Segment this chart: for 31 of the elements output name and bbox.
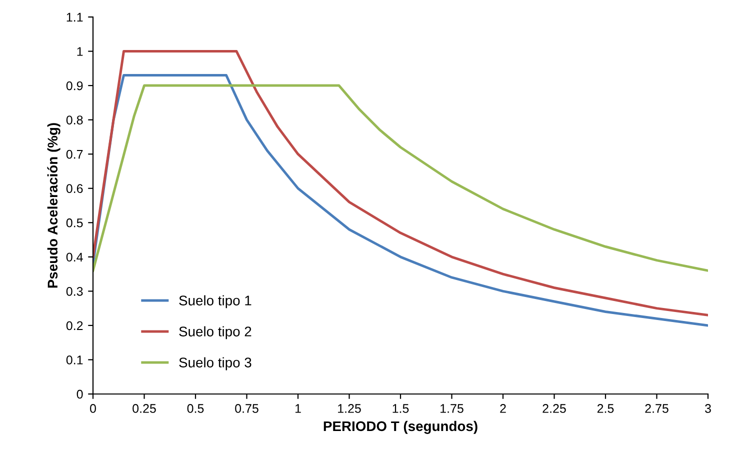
x-tick-label: 0.75: [235, 404, 258, 413]
y-tick-label: 0.6: [66, 184, 83, 194]
y-tick-label: 0.2: [66, 321, 83, 330]
y-tick-label: 1: [77, 47, 83, 56]
y-tick-label: 0.1: [66, 356, 83, 364]
y-tick-label: 0.3: [66, 286, 83, 296]
x-tick-label: 2.5: [597, 404, 614, 413]
legend-label: Suelo tipo 1: [179, 295, 252, 308]
legend-label: Suelo tipo 3: [179, 357, 252, 370]
y-tick-label: 0.9: [66, 81, 83, 90]
x-tick-label: 1.75: [440, 404, 464, 413]
y-tick-label: 1.1: [66, 12, 83, 22]
x-tick-label: 3: [705, 404, 711, 413]
y-axis-title: Pseudo Aceleración (%g): [47, 123, 60, 288]
x-tick-label: 0.5: [187, 404, 204, 413]
y-tick-label: 0.7: [66, 150, 83, 159]
x-axis-title: PERIODO T (segundos): [324, 420, 478, 434]
x-tick-label: 1.25: [338, 404, 361, 413]
y-tick-label: 0.4: [66, 252, 83, 262]
y-tick-label: 0.8: [66, 116, 83, 124]
x-tick-label: 1: [295, 404, 301, 413]
x-tick-label: 1.5: [392, 404, 409, 413]
x-tick-label: 2.75: [645, 404, 668, 413]
y-tick-label: 0: [76, 390, 83, 399]
legend-label: Suelo tipo 2: [179, 326, 252, 340]
y-tick-label: 0.5: [66, 218, 83, 228]
line-series: [93, 84, 708, 272]
x-tick-label: 0.25: [132, 404, 156, 413]
x-tick-label: 2: [500, 404, 506, 413]
x-tick-label: 2.25: [542, 404, 566, 413]
x-tick-label: 0: [90, 404, 96, 413]
